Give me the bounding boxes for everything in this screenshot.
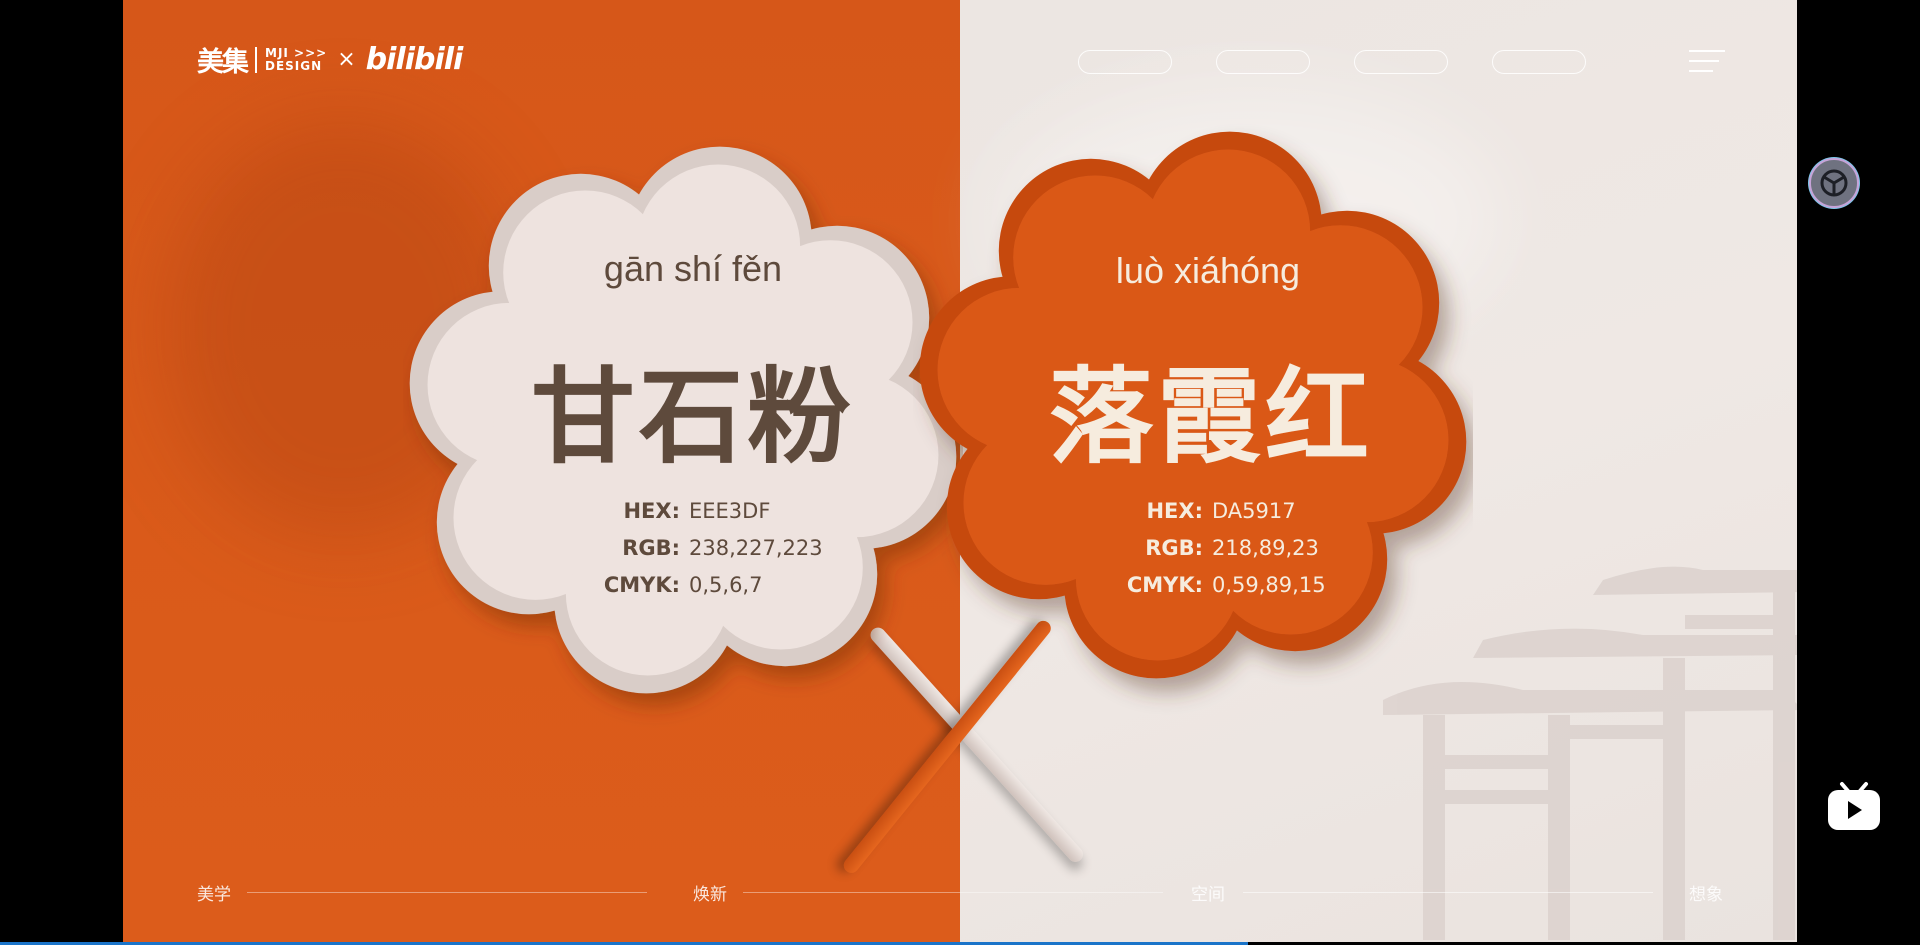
section-label-aesthetics[interactable]: 美学 <box>197 885 231 905</box>
menu-icon[interactable] <box>1689 50 1725 74</box>
right-color-name: 落霞红 <box>1048 355 1373 478</box>
menu-line <box>1689 60 1719 62</box>
left-color-name: 甘石粉 <box>530 355 855 478</box>
hex-label: HEX: <box>623 499 680 523</box>
rgb-row: RGB: 238,227,223 <box>570 530 823 567</box>
cmyk-label: CMYK: <box>603 573 680 597</box>
right-color-specs: HEX: DA5917 RGB: 218,89,23 CMYK: 0,59,89… <box>1093 493 1326 604</box>
cmyk-row: CMYK: 0,59,89,15 <box>1093 567 1326 604</box>
menu-line <box>1689 50 1725 52</box>
section-divider <box>743 892 1163 893</box>
hex-value: DA5917 <box>1212 499 1296 523</box>
brand-en-line1: MJI >>> <box>265 45 328 60</box>
temple-silhouette <box>1383 566 1797 940</box>
playback-progress-bar[interactable] <box>0 942 1248 945</box>
left-flower-shape <box>409 146 957 694</box>
brand-name-en: MJI >>> DESIGN <box>265 45 328 73</box>
section-divider <box>247 892 647 893</box>
right-flower-card[interactable] <box>913 115 1473 715</box>
left-pinyin: gān shí fěn <box>603 248 783 289</box>
flower-face-center <box>493 230 873 610</box>
rgb-value: 218,89,23 <box>1212 536 1319 560</box>
right-pinyin: luò xiáhóng <box>1115 250 1301 291</box>
video-frame[interactable]: 美集 MJI >>> DESIGN × bilibili <box>123 0 1797 942</box>
hex-value: EEE3DF <box>689 499 771 523</box>
left-flower-card[interactable] <box>403 130 963 730</box>
flower-face-center <box>1003 215 1383 595</box>
nav-pill-2[interactable] <box>1216 50 1310 74</box>
brand-name-cn: 美集 <box>197 47 249 78</box>
right-flower-shape <box>919 131 1467 679</box>
cmyk-label: CMYK: <box>1126 573 1203 597</box>
cmyk-value: 0,59,89,15 <box>1212 573 1326 597</box>
hex-row: HEX: EEE3DF <box>570 493 823 530</box>
rgb-value: 238,227,223 <box>689 536 823 560</box>
menu-line <box>1689 70 1713 72</box>
collab-times: × <box>337 47 356 72</box>
section-label-imagination[interactable]: 想象 <box>1689 885 1723 905</box>
bottom-section-nav: 美学 焕新 空间 想象 <box>197 880 1727 905</box>
bilibili-tv-icon[interactable] <box>1826 778 1882 834</box>
top-nav <box>1078 50 1586 74</box>
logo-divider <box>255 46 257 73</box>
nav-pill-1[interactable] <box>1078 50 1172 74</box>
section-divider <box>1243 892 1653 893</box>
nav-pill-3[interactable] <box>1354 50 1448 74</box>
floating-assistant-button[interactable] <box>1809 158 1859 208</box>
section-label-space[interactable]: 空间 <box>1191 885 1225 905</box>
rgb-row: RGB: 218,89,23 <box>1093 530 1326 567</box>
nav-pill-4[interactable] <box>1492 50 1586 74</box>
partner-logo: bilibili <box>365 42 464 77</box>
rgb-label: RGB: <box>1145 536 1203 560</box>
assistant-icon <box>1820 169 1848 197</box>
hex-row: HEX: DA5917 <box>1093 493 1326 530</box>
section-label-renewal[interactable]: 焕新 <box>693 885 727 905</box>
cmyk-value: 0,5,6,7 <box>689 573 763 597</box>
brand-logo[interactable]: 美集 MJI >>> DESIGN × bilibili <box>197 40 464 79</box>
hex-label: HEX: <box>1146 499 1203 523</box>
left-color-specs: HEX: EEE3DF RGB: 238,227,223 CMYK: 0,5,6… <box>570 493 823 604</box>
brand-en-line2: DESIGN <box>265 58 323 73</box>
rgb-label: RGB: <box>622 536 680 560</box>
cmyk-row: CMYK: 0,5,6,7 <box>570 567 823 604</box>
